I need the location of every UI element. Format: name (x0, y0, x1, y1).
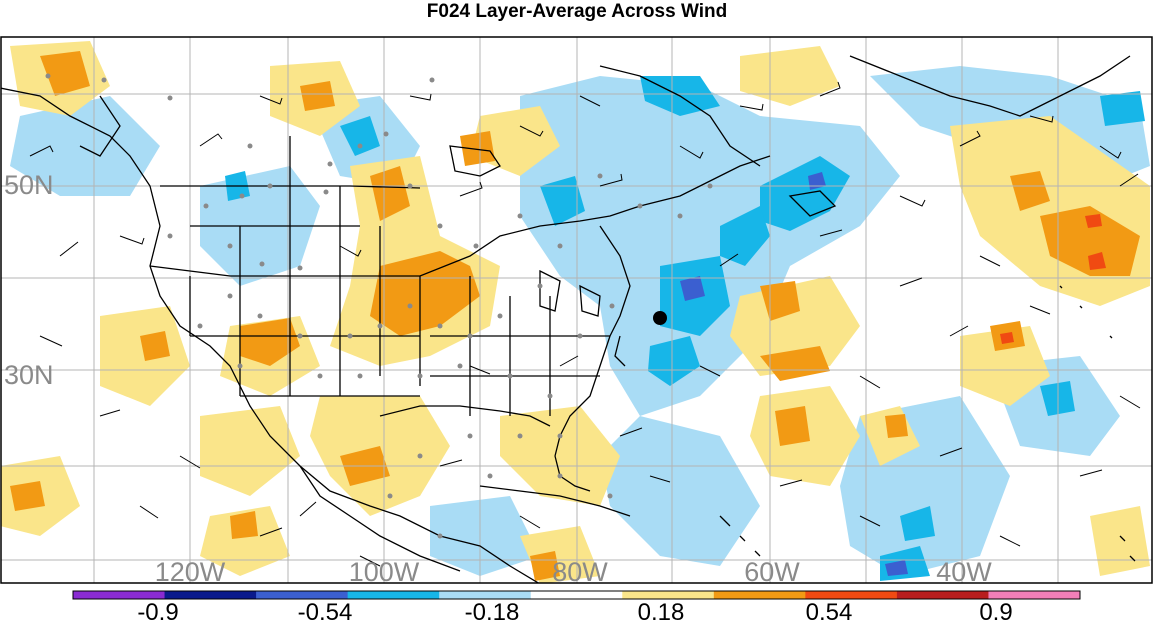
map-panel: 50N 30N 120W 100W 80W 60W 40W (0, 36, 1153, 584)
colorbar-bins (73, 591, 1081, 599)
wind-barbs (29, 81, 1141, 567)
observation-points (45, 73, 713, 539)
lon-label-120w: 120W (155, 557, 226, 584)
colorbar-bin (439, 591, 532, 599)
colorbar-bin (805, 591, 898, 599)
lon-label-60w: 60W (744, 557, 800, 584)
colorbar-bin (988, 591, 1081, 599)
lat-label-50n: 50N (4, 170, 54, 200)
colorbar-bin (256, 591, 349, 599)
lon-label-40w: 40W (936, 557, 992, 584)
lon-label-80w: 80W (552, 557, 608, 584)
lat-label-30n: 30N (4, 360, 54, 390)
map-title: F024 Layer-Average Across Wind (426, 1, 728, 22)
colorbar-tick-label: -0.54 (298, 599, 353, 622)
map-frame (0, 36, 1153, 584)
longitude-labels: 120W 100W 80W 60W 40W (155, 557, 993, 584)
colorbar-bin (347, 591, 440, 599)
colorbar-bin (164, 591, 257, 599)
colorbar-frame (72, 590, 1081, 600)
orange-regions (10, 51, 1140, 581)
coastlines-and-borders (1, 55, 1136, 583)
lon-label-100w: 100W (349, 557, 420, 584)
colorbar-tick-label: -0.9 (137, 599, 178, 622)
colorbar-tick-label: 0.9 (979, 599, 1012, 622)
colorbar-tick-label: 0.18 (638, 599, 685, 622)
colorbar-bin (530, 591, 623, 599)
red-regions (1000, 214, 1106, 344)
colorbar-labels: -0.9 -0.54 -0.18 0.18 0.54 0.9 (137, 599, 1012, 622)
latitude-labels: 50N 30N (4, 170, 54, 390)
colorbar-bin (73, 591, 166, 599)
colorbar-bin (622, 591, 715, 599)
colorbar-bin (713, 591, 806, 599)
colorbar-tick-label: 0.54 (806, 599, 853, 622)
lat-lon-grid (1, 37, 1152, 583)
reference-point (653, 311, 667, 325)
colorbar-bin (896, 591, 989, 599)
colorbar-tick-label: -0.18 (465, 599, 520, 622)
shaded-field (1, 41, 1150, 583)
colorbar: -0.9 -0.54 -0.18 0.18 0.54 0.9 (72, 590, 1081, 622)
